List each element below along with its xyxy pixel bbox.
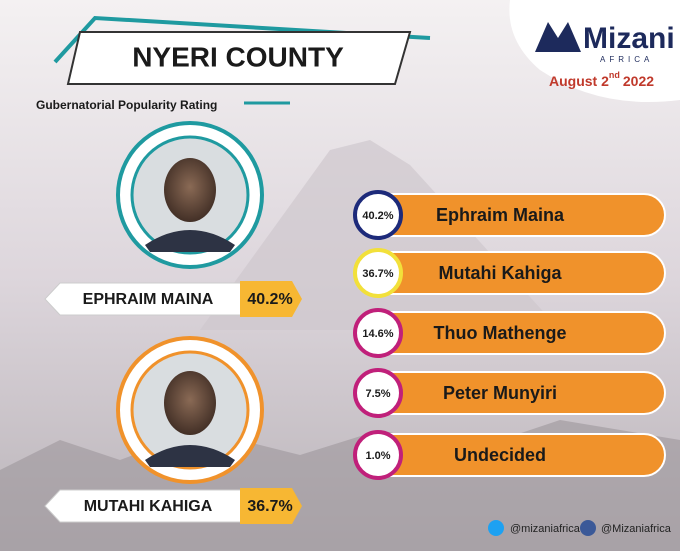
result-rating: 14.6%: [362, 328, 393, 340]
brand-panel: [509, 0, 680, 102]
featured-rating: 40.2%: [247, 291, 292, 308]
result-rating: 36.7%: [362, 268, 393, 280]
brand-name: Mizani: [583, 22, 675, 55]
brand-logo: [535, 22, 581, 52]
name-banner: [44, 282, 246, 316]
result-rating: 40.2%: [362, 210, 393, 222]
featured-name: EPHRAIM MAINA: [83, 291, 214, 308]
result-name: Undecided: [454, 445, 546, 465]
rating-badge: [240, 488, 302, 524]
rating-circle: [353, 308, 403, 358]
featured-rating: 36.7%: [247, 498, 292, 515]
brand-tagline: AFRICA: [600, 55, 653, 64]
rating-badge: [240, 281, 302, 317]
twitter-icon: [488, 520, 504, 536]
featured-name: MUTAHI KAHIGA: [84, 498, 213, 515]
name-banner: [44, 489, 246, 523]
result-name: Mutahi Kahiga: [438, 263, 562, 283]
rating-circle: [353, 190, 403, 240]
portrait-2: [116, 336, 264, 484]
title-box: [66, 31, 412, 85]
result-name: Thuo Mathenge: [434, 323, 567, 343]
rating-circle: [353, 368, 403, 418]
result-rating: 7.5%: [365, 388, 390, 400]
twitter-handle: @mizaniafrica: [510, 523, 581, 535]
rating-circle: [353, 430, 403, 480]
date: August 2nd 2022: [549, 70, 654, 88]
facebook-icon: [580, 520, 596, 536]
facebook-handle: @Mizaniafrica: [601, 523, 672, 535]
result-name: Peter Munyiri: [443, 383, 557, 403]
subtitle: Gubernatorial Popularity Rating: [36, 98, 217, 112]
result-rating: 1.0%: [365, 450, 390, 462]
rating-circle: [353, 248, 403, 298]
portrait-1: [116, 121, 264, 269]
result-name: Ephraim Maina: [436, 205, 565, 225]
title: NYERI COUNTY: [132, 41, 344, 72]
